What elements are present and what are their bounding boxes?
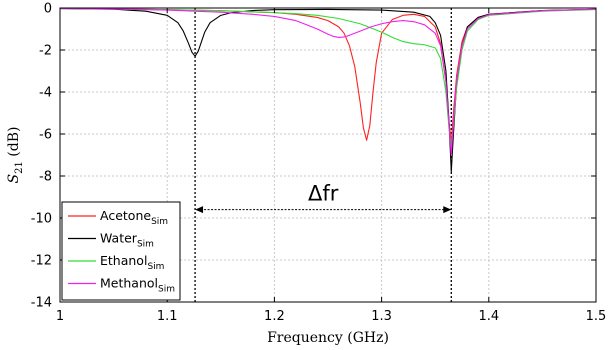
- legend: AcetoneSim WaterSim EthanolSim MethanolSim: [61, 201, 181, 301]
- series-line-methanol: [59, 7, 597, 156]
- y-axis-label: S21 (dB): [6, 127, 25, 184]
- x-tick-label: 1.4: [478, 309, 499, 324]
- series-line-acetone: [59, 7, 597, 143]
- x-tick-label: 1.1: [157, 309, 178, 324]
- resonance-marker-lines: [194, 8, 452, 302]
- y-tick-label: -8: [39, 170, 52, 185]
- y-axis-label-unit: (dB): [6, 127, 22, 162]
- x-tick-label: 1.5: [586, 309, 607, 324]
- legend-entry: WaterSim: [100, 231, 154, 250]
- legend-entry: AcetoneSim: [100, 208, 168, 227]
- x-tick-label: 1.2: [264, 309, 285, 324]
- plot-frame: [59, 7, 597, 303]
- x-tick-label: 1.3: [371, 309, 392, 324]
- y-tick-label: -2: [39, 44, 52, 59]
- y-tick-label: -14: [31, 296, 52, 311]
- y-axis-label-main: S: [6, 174, 22, 184]
- legend-entry: EthanolSim: [100, 253, 164, 272]
- delta-fr-annotation: Δfr: [195, 182, 452, 214]
- x-axis-label: Frequency (GHz): [267, 330, 389, 346]
- legend-entry: MethanolSim: [100, 276, 175, 295]
- tick-labels: 1 1.1 1.2 1.3 1.4 1.5 0 -2 -4 -6 -8 -10 -12 -14: [31, 2, 607, 325]
- delta-fr-arrowhead-right: [443, 206, 452, 214]
- x-tick-label: 1: [56, 309, 64, 324]
- series-line-ethanol: [59, 7, 597, 148]
- y-tick-label: -12: [31, 254, 52, 269]
- y-axis-label-sub: 21: [14, 161, 25, 174]
- y-tick-label: 0: [44, 2, 52, 17]
- delta-fr-label: Δfr: [308, 182, 339, 206]
- delta-fr-arrowhead-left: [195, 206, 204, 214]
- series-lines: [59, 7, 597, 173]
- series-line-water: [59, 8, 597, 173]
- y-tick-label: -10: [31, 212, 52, 227]
- y-tick-label: -4: [39, 86, 52, 101]
- y-tick-label: -6: [39, 128, 52, 143]
